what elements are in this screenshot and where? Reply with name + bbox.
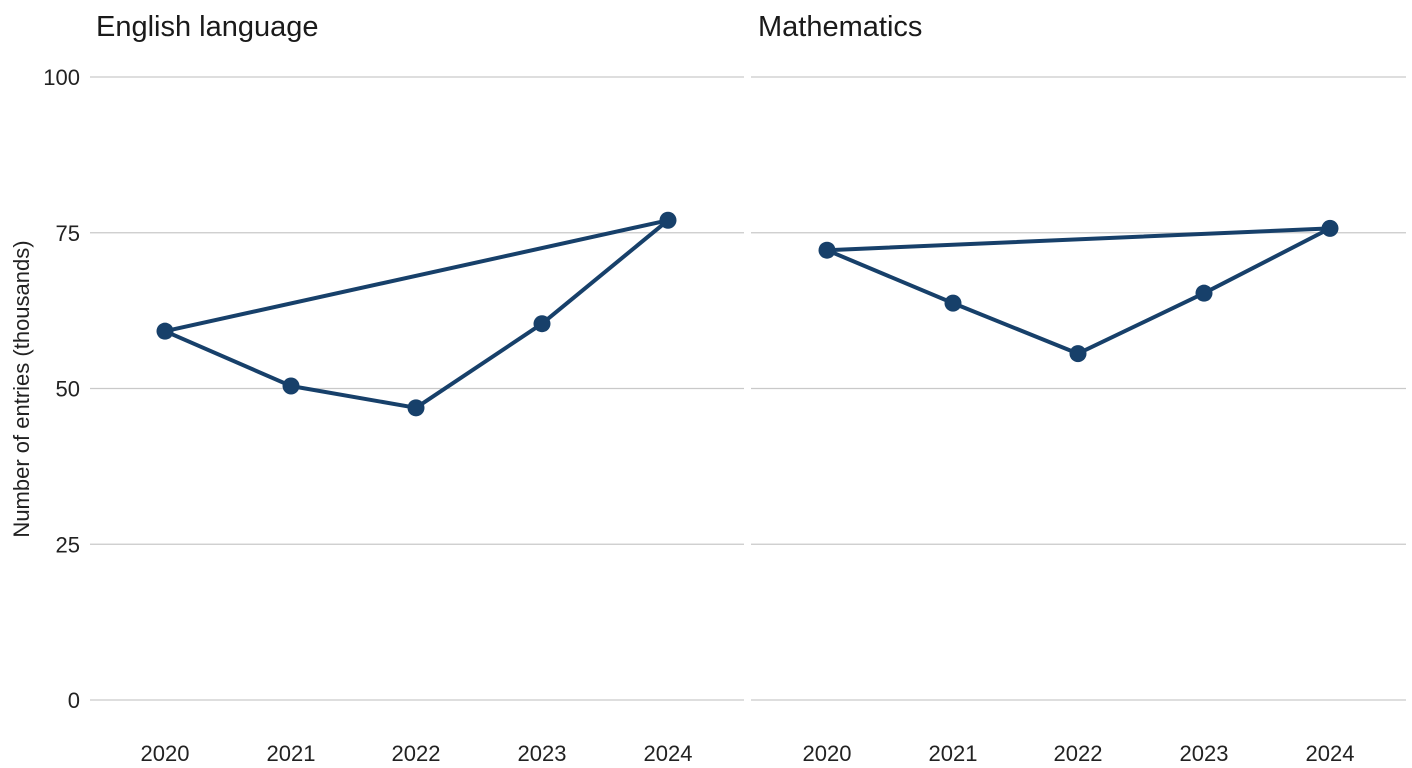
- y-tick-label: 50: [56, 377, 80, 402]
- x-tick-label: 2020: [141, 741, 190, 766]
- data-point: [407, 399, 425, 417]
- series-line: [163, 218, 670, 410]
- data-point: [944, 294, 962, 312]
- x-tick-label: 2024: [644, 741, 693, 766]
- x-tick-label: 2023: [518, 741, 567, 766]
- series-line: [825, 226, 1332, 356]
- data-point: [1069, 345, 1087, 363]
- x-tick-label: 2021: [267, 741, 316, 766]
- x-tick-label: 2024: [1306, 741, 1355, 766]
- x-tick-label: 2022: [392, 741, 441, 766]
- panel-title: Mathematics: [758, 11, 922, 43]
- data-point: [282, 377, 300, 395]
- x-tick-label: 2020: [803, 741, 852, 766]
- data-point: [659, 211, 677, 229]
- x-tick-label: 2021: [929, 741, 978, 766]
- x-tick-label: 2022: [1054, 741, 1103, 766]
- data-point: [533, 315, 551, 333]
- x-tick-label: 2023: [1180, 741, 1229, 766]
- panel-mathematics: Mathematics 2020 2021 2022 2023 2024: [751, 11, 1406, 766]
- data-point: [156, 322, 174, 340]
- y-axis-title: Number of entries (thousands): [9, 240, 34, 537]
- y-tick-label: 0: [68, 688, 80, 713]
- panel-title: English language: [96, 11, 319, 43]
- y-tick-label: 75: [56, 221, 80, 246]
- y-tick-labels: 0 25 50 75 100: [43, 65, 80, 713]
- data-point: [818, 241, 836, 259]
- y-tick-label: 25: [56, 532, 80, 557]
- panel-english-language: English language 2020 2021 2022 2023 2024: [90, 11, 744, 766]
- data-point: [1321, 219, 1339, 237]
- y-tick-label: 100: [43, 65, 80, 90]
- data-point: [1195, 284, 1213, 302]
